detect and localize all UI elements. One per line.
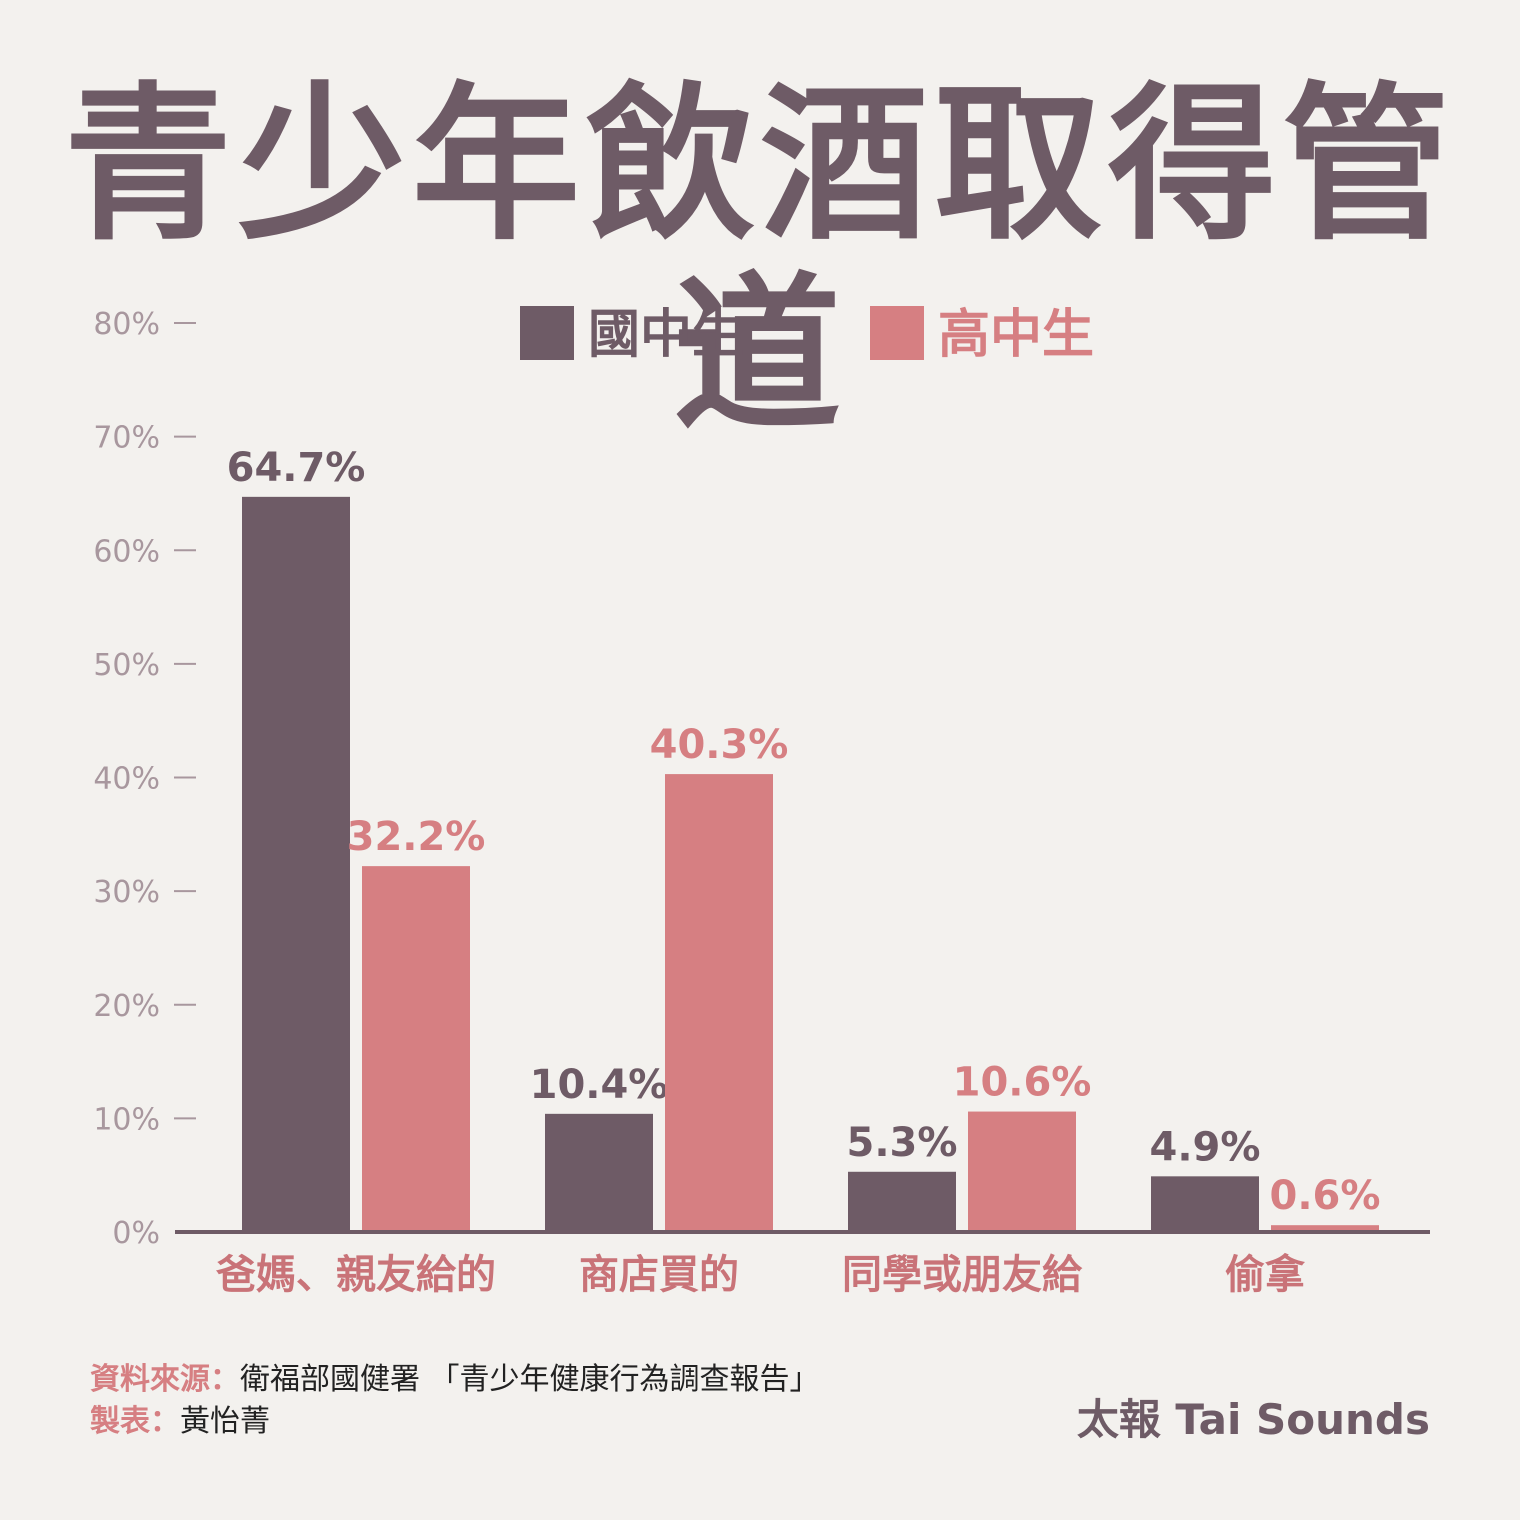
x-tick-label: 同學或朋友給: [842, 1252, 1083, 1298]
x-tick-label: 爸媽、親友給的: [215, 1252, 496, 1298]
y-tick-label: 50%: [93, 648, 160, 683]
x-tick-label: 商店買的: [579, 1252, 739, 1298]
source-text: 衛福部國健署 「青少年健康行為調查報告」: [240, 1362, 820, 1397]
y-tick-label: 10%: [93, 1102, 160, 1137]
bar: [848, 1171, 956, 1232]
y-tick-label: 0%: [112, 1216, 160, 1251]
y-tick-label: 40%: [93, 762, 160, 797]
y-tick-label: 80%: [93, 307, 160, 342]
bar: [242, 496, 350, 1232]
data-label: 64.7%: [227, 445, 366, 491]
legend-label: 高中生: [938, 305, 1094, 365]
y-tick-label: 20%: [93, 989, 160, 1024]
data-label: 10.4%: [530, 1062, 669, 1108]
maker-label: 製表：: [90, 1404, 180, 1439]
y-tick-label: 30%: [93, 875, 160, 910]
bar: [665, 774, 773, 1232]
bar: [1151, 1176, 1259, 1232]
bar: [968, 1111, 1076, 1232]
bar: [362, 866, 470, 1232]
x-tick-label: 偷拿: [1225, 1252, 1306, 1298]
y-tick-label: 60%: [93, 534, 160, 569]
maker-text: 黃怡菁: [180, 1404, 270, 1439]
source-line: 資料來源：衛福部國健署 「青少年健康行為調查報告」: [90, 1354, 820, 1398]
data-label: 5.3%: [847, 1120, 958, 1166]
source-label: 資料來源：: [90, 1362, 240, 1397]
data-label: 10.6%: [953, 1060, 1092, 1106]
data-label: 4.9%: [1150, 1124, 1261, 1170]
data-label: 0.6%: [1270, 1173, 1381, 1219]
legend-swatch: [520, 306, 574, 360]
maker-line: 製表：黃怡菁: [90, 1396, 270, 1440]
chart-title: 青少年飲酒取得管道: [64, 67, 1456, 453]
brand-logo-text: 太報 Tai Sounds: [1076, 1395, 1430, 1444]
legend-label: 國中生: [588, 305, 744, 365]
bar: [545, 1113, 653, 1232]
legend-swatch: [870, 306, 924, 360]
y-tick-label: 70%: [93, 421, 160, 456]
data-label: 40.3%: [650, 722, 789, 768]
data-label: 32.2%: [347, 814, 486, 860]
bar: [1271, 1225, 1379, 1232]
